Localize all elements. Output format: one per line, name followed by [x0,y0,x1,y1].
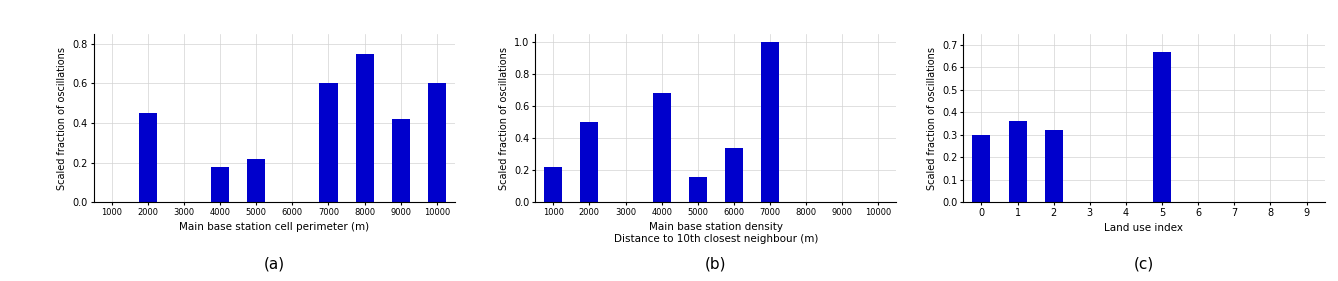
Text: (b): (b) [705,257,727,272]
X-axis label: Main base station cell perimeter (m): Main base station cell perimeter (m) [179,223,369,232]
Bar [653,93,670,202]
Text: (a): (a) [264,257,285,272]
Bar [1009,121,1026,202]
Bar [428,83,446,202]
Text: (c): (c) [1133,257,1155,272]
Y-axis label: Scaled fraction of oscillations: Scaled fraction of oscillations [499,47,508,189]
Bar [725,148,743,202]
Bar [392,119,409,202]
Bar [545,167,562,202]
Bar [1153,52,1171,202]
Bar [320,83,337,202]
Bar [248,159,265,202]
X-axis label: Land use index: Land use index [1104,223,1184,234]
Bar [356,54,373,202]
Y-axis label: Scaled fraction of oscillations: Scaled fraction of oscillations [927,47,937,189]
Bar [581,122,598,202]
Bar [761,42,779,202]
Bar [689,177,706,202]
Y-axis label: Scaled fraction of oscillations: Scaled fraction of oscillations [58,47,67,189]
Bar [139,113,157,202]
Bar [973,135,990,202]
Bar [1045,130,1062,202]
Bar [211,167,229,202]
X-axis label: Main base station density
Distance to 10th closest neighbour (m): Main base station density Distance to 10… [614,223,818,244]
